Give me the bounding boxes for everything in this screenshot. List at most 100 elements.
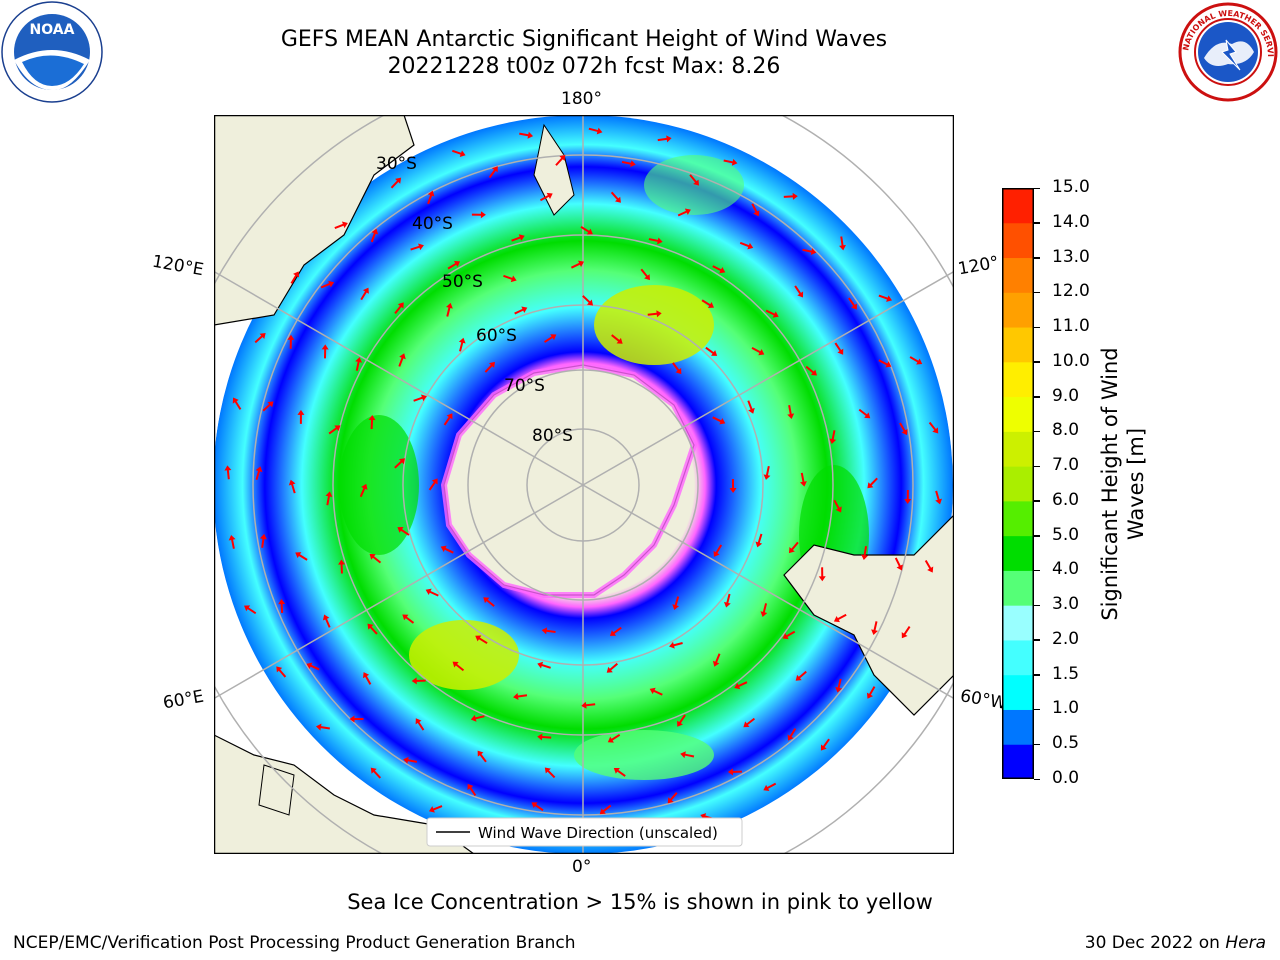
wave-patch bbox=[339, 415, 419, 555]
wave-direction-arrow bbox=[488, 166, 498, 179]
wave-direction-arrow bbox=[611, 334, 623, 344]
colorbar-tick-label: 5.0 bbox=[1052, 524, 1080, 545]
wave-direction-arrow bbox=[924, 560, 934, 573]
colorbar-tick-mark bbox=[1034, 222, 1040, 224]
map-legend: Wind Wave Direction (unscaled) bbox=[426, 817, 743, 847]
wave-direction-arrow bbox=[278, 599, 286, 614]
wave-direction-arrow bbox=[447, 260, 461, 270]
wave-direction-arrow bbox=[368, 415, 376, 430]
wave-direction-arrow bbox=[228, 534, 236, 549]
colorbar-tick-mark bbox=[1034, 778, 1040, 780]
wave-direction-arrow bbox=[751, 203, 760, 217]
wave-direction-arrow bbox=[894, 557, 903, 571]
wave-direction-arrow bbox=[588, 127, 603, 135]
wave-direction-arrow bbox=[537, 733, 552, 741]
wave-direction-arrow bbox=[410, 243, 424, 251]
wave-direction-arrow bbox=[607, 733, 621, 743]
wave-direction-arrow bbox=[355, 357, 363, 371]
colorbar-tick-mark bbox=[1034, 291, 1040, 294]
colorbar-tick-mark bbox=[1034, 569, 1040, 572]
wave-direction-arrow bbox=[232, 397, 242, 410]
wave-direction-arrow bbox=[677, 208, 691, 217]
wave-direction-arrow bbox=[394, 302, 404, 315]
wave-direction-arrow bbox=[858, 408, 871, 419]
wave-direction-arrow bbox=[458, 337, 466, 352]
colorbar-segment bbox=[1002, 466, 1034, 502]
wave-direction-arrow bbox=[609, 626, 622, 636]
colorbar-tick-label: 13.0 bbox=[1052, 246, 1090, 267]
wave-direction-arrow bbox=[866, 686, 876, 699]
wave-direction-arrow bbox=[935, 490, 942, 505]
wave-direction-arrow bbox=[475, 635, 488, 645]
wave-direction-arrow bbox=[647, 310, 662, 318]
colorbar-tick-label: 7.0 bbox=[1052, 455, 1080, 476]
lon-label-120w: 120° bbox=[956, 252, 1001, 280]
wave-direction-arrow bbox=[555, 154, 566, 166]
wave-direction-arrow bbox=[928, 421, 939, 434]
lat-label-70s: 70°S bbox=[504, 376, 545, 396]
wave-direction-arrow bbox=[446, 302, 453, 317]
wave-direction-arrow bbox=[861, 546, 869, 560]
wave-direction-arrow bbox=[325, 491, 333, 506]
wave-direction-arrow bbox=[835, 678, 843, 693]
wave-direction-arrow bbox=[672, 596, 680, 610]
wave-direction-arrow bbox=[677, 714, 686, 727]
wave-direction-arrow bbox=[818, 567, 826, 582]
colorbar-tick-label: 1.5 bbox=[1052, 663, 1080, 684]
wave-direction-arrow bbox=[743, 717, 756, 728]
wave-direction-arrow bbox=[467, 783, 477, 797]
wave-direction-arrow bbox=[513, 693, 528, 700]
wave-direction-arrow bbox=[760, 603, 768, 617]
wind-wave-arrows bbox=[224, 127, 942, 844]
wave-direction-arrow bbox=[359, 483, 368, 498]
lon-label-120e: 120°E bbox=[150, 251, 206, 281]
wave-direction-arrow bbox=[833, 613, 847, 623]
colorbar bbox=[1002, 188, 1034, 779]
land-madagascar bbox=[258, 764, 295, 816]
wave-patch bbox=[409, 620, 519, 690]
wave-direction-arrow bbox=[783, 192, 798, 200]
colorbar-segment bbox=[1002, 709, 1034, 745]
colorbar-segment bbox=[1002, 674, 1034, 710]
lat-label-40s: 40°S bbox=[412, 214, 453, 234]
wave-direction-arrow bbox=[370, 767, 382, 779]
colorbar-tick-label: 1.0 bbox=[1052, 698, 1080, 719]
wave-direction-arrow bbox=[909, 356, 923, 365]
wave-direction-arrow bbox=[428, 805, 443, 813]
wave-direction-arrow bbox=[321, 344, 329, 359]
colorbar-tick-mark bbox=[1034, 604, 1040, 607]
wave-direction-arrow bbox=[599, 804, 612, 815]
colorbar-segment bbox=[1002, 188, 1034, 224]
colorbar-tick-label: 11.0 bbox=[1052, 316, 1090, 337]
land-australia bbox=[214, 115, 415, 326]
colorbar-tick-mark bbox=[1034, 743, 1040, 746]
noaa-logo: NOAA bbox=[1, 1, 103, 103]
colorbar-tick-mark bbox=[1034, 708, 1040, 711]
colorbar-tick-label: 0.5 bbox=[1052, 733, 1080, 754]
wave-direction-arrow bbox=[701, 299, 715, 308]
wave-direction-arrow bbox=[338, 559, 346, 574]
map-title: GEFS MEAN Antarctic Significant Height o… bbox=[280, 27, 888, 52]
wave-patch bbox=[644, 155, 744, 215]
wave-direction-arrow bbox=[470, 714, 485, 722]
wave-direction-arrow bbox=[320, 280, 335, 289]
wave-direction-arrow bbox=[452, 661, 465, 672]
lat-label-50s: 50°S bbox=[442, 272, 483, 292]
wave-direction-arrow bbox=[787, 405, 795, 419]
wave-direction-arrow bbox=[705, 346, 718, 356]
colorbar-tick-label: 15.0 bbox=[1052, 177, 1090, 197]
wave-patch bbox=[594, 285, 714, 365]
colorbar-label: Significant Height of Wind Waves [m] bbox=[1098, 347, 1148, 621]
colorbar-segment bbox=[1002, 605, 1034, 641]
colorbar-segment bbox=[1002, 361, 1034, 398]
wave-direction-arrow bbox=[503, 274, 517, 283]
wave-direction-arrow bbox=[680, 751, 695, 759]
colorbar-segment bbox=[1002, 431, 1034, 467]
wave-direction-arrow bbox=[689, 174, 700, 186]
colorbar-segment bbox=[1002, 639, 1034, 676]
footer-machine: Hera bbox=[1225, 933, 1266, 953]
wave-direction-arrow bbox=[483, 597, 495, 607]
lon-label-0: 0° bbox=[572, 857, 592, 877]
wave-direction-arrow bbox=[511, 234, 525, 242]
nws-logo: NATIONAL WEATHER SERVICE bbox=[1176, 0, 1278, 102]
